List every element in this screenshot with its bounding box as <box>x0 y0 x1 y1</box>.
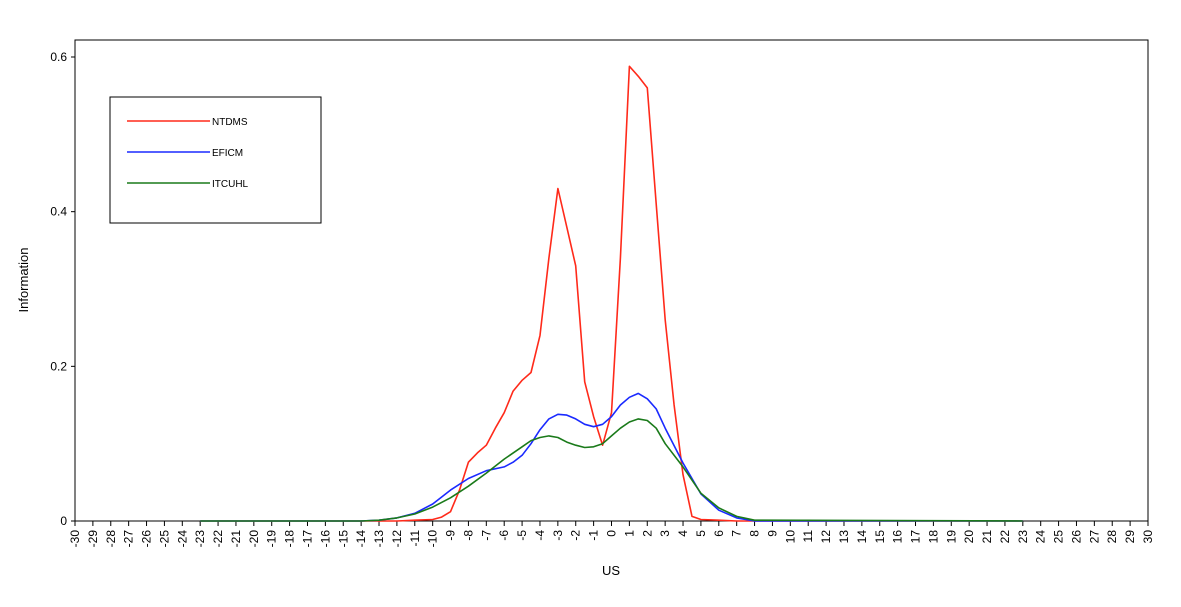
x-tick-label: -7 <box>479 530 493 541</box>
x-tick-label: 9 <box>765 530 779 537</box>
x-tick-label: 17 <box>909 530 923 544</box>
x-tick-label: 22 <box>998 530 1012 544</box>
x-tick-label: -15 <box>336 530 350 548</box>
legend-label-ntdms: NTDMS <box>212 117 248 128</box>
x-tick-label: -20 <box>247 530 261 548</box>
x-tick-label: 14 <box>855 530 869 544</box>
x-tick-label: 0 <box>605 530 619 537</box>
y-axis-title: Information <box>16 247 31 312</box>
x-tick-label: -23 <box>193 530 207 548</box>
y-axis: 0 0.2 0.4 0.6 <box>50 50 75 528</box>
x-tick-label: -16 <box>318 530 332 548</box>
x-axis-title: US <box>602 563 620 578</box>
x-tick-label: 20 <box>962 530 976 544</box>
x-tick-label: 28 <box>1105 530 1119 544</box>
x-tick-label: -17 <box>300 530 314 548</box>
series-layer <box>200 65 1023 522</box>
x-tick-label: -25 <box>157 530 171 548</box>
x-tick-label: 18 <box>926 530 940 544</box>
x-tick-label: 12 <box>819 530 833 544</box>
y-tick-label: 0.4 <box>50 205 67 219</box>
x-tick-label: 23 <box>1016 530 1030 544</box>
x-tick-label: -21 <box>229 530 243 548</box>
x-tick-label: -18 <box>283 530 297 548</box>
x-tick-label: -28 <box>104 530 118 548</box>
x-tick-label: -10 <box>426 530 440 548</box>
x-tick-label: 25 <box>1052 530 1066 544</box>
x-tick-label: -27 <box>122 530 136 548</box>
x-tick-label: 27 <box>1087 530 1101 544</box>
x-tick-label: 30 <box>1141 530 1155 544</box>
legend-label-eficm: EFICM <box>212 148 243 159</box>
series-line-itcuhl <box>200 418 1023 522</box>
x-tick-label: 2 <box>640 530 654 537</box>
x-tick-label: -24 <box>175 530 189 548</box>
legend: NTDMS EFICM ITCUHL <box>109 96 322 224</box>
x-tick-label: -19 <box>265 530 279 548</box>
x-tick-label: 11 <box>801 530 815 543</box>
series-line-eficm <box>200 392 1023 522</box>
x-tick-label: 21 <box>980 530 994 544</box>
x-tick-label: -2 <box>569 530 583 541</box>
x-tick-label: -5 <box>515 530 529 541</box>
x-tick-label: -9 <box>444 530 458 541</box>
x-axis: -30 -29 -28 -27 -26 -25 -24 -23 -22 -21 -20 -19 -18-… <box>68 521 1155 547</box>
x-tick-label: -11 <box>408 530 422 547</box>
x-tick-label: -3 <box>551 530 565 541</box>
x-tick-label: -1 <box>587 530 601 541</box>
y-tick-label: 0.2 <box>50 359 67 373</box>
x-tick-label: -6 <box>497 530 511 541</box>
x-tick-label: 10 <box>783 530 797 544</box>
x-tick-label: -8 <box>461 530 475 541</box>
x-tick-label: 7 <box>730 530 744 537</box>
x-tick-label: 19 <box>944 530 958 544</box>
legend-frame <box>109 96 322 224</box>
y-tick-label: 0 <box>60 514 67 528</box>
x-tick-label: 24 <box>1034 530 1048 544</box>
x-tick-label: 16 <box>891 530 905 544</box>
x-tick-label: 8 <box>748 530 762 537</box>
x-tick-label: 3 <box>658 530 672 537</box>
x-tick-label: 6 <box>712 530 726 537</box>
x-tick-label: -22 <box>211 530 225 548</box>
y-tick-label: 0.6 <box>50 50 67 64</box>
x-tick-label: 15 <box>873 530 887 544</box>
x-tick-label: 4 <box>676 530 690 537</box>
x-tick-label: -29 <box>86 530 100 548</box>
legend-label-itcuhl: ITCUHL <box>212 179 249 190</box>
x-tick-label: 5 <box>694 530 708 537</box>
x-tick-label: -26 <box>140 530 154 548</box>
x-tick-label: 29 <box>1123 530 1137 544</box>
x-tick-label: -12 <box>390 530 404 548</box>
x-tick-label: -13 <box>372 530 386 548</box>
series-line-ntdms <box>200 65 1023 522</box>
x-tick-label: 13 <box>837 530 851 544</box>
x-tick-label: -30 <box>68 530 82 548</box>
x-tick-label: -4 <box>533 530 547 541</box>
x-tick-label: -14 <box>354 530 368 548</box>
x-tick-label: 26 <box>1069 530 1083 544</box>
x-tick-label: 1 <box>622 530 636 537</box>
